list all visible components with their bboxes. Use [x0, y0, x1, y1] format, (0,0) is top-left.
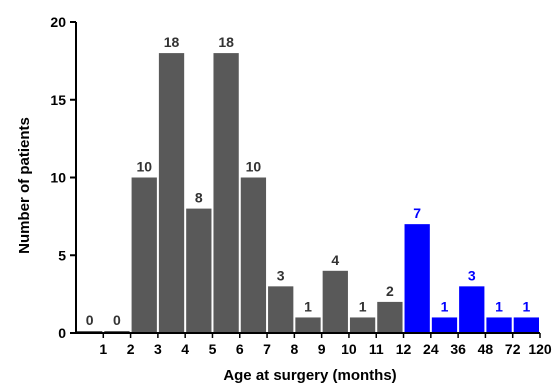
y-axis-title: Number of patients: [16, 117, 33, 254]
bar-3-4: [158, 53, 185, 333]
x-tick-label: 1: [99, 341, 107, 357]
x-tick-label: 9: [318, 341, 326, 357]
x-axis-title: Age at surgery (months): [223, 367, 396, 384]
x-tick-label: 72: [505, 341, 521, 357]
bars-group: [77, 53, 539, 333]
bar-value-label: 3: [468, 267, 476, 283]
bar-value-label: 18: [164, 34, 180, 50]
x-tick-label: 8: [290, 341, 298, 357]
x-tick-label: 48: [478, 341, 494, 357]
x-tick-label: 2: [127, 341, 135, 357]
x-tick-label: 7: [263, 341, 271, 357]
bar-9-10: [322, 270, 348, 333]
x-tick-label: 24: [423, 341, 439, 357]
bar-value-label: 3: [277, 267, 285, 283]
bar-value-label: 0: [113, 312, 121, 328]
bar-value-label: 1: [522, 298, 530, 314]
bar-value-label: 8: [195, 190, 203, 206]
x-tick-label: 6: [236, 341, 244, 357]
bar-10-11: [349, 317, 376, 333]
x-tick-label: 10: [341, 341, 357, 357]
bar-value-label: 10: [136, 159, 152, 175]
x-tick-label: 11: [369, 341, 384, 357]
bar-value-label: 18: [218, 34, 234, 50]
y-ticks-group: 0 5 10 15 20: [50, 14, 76, 341]
x-tick-label: 5: [209, 341, 217, 357]
bar-6-7: [240, 177, 267, 333]
bar-36-48: [459, 286, 485, 333]
x-tick-label: 120: [528, 341, 552, 357]
x-ticks-group: 1 2 3 4 5 6 7 8 9 10 11 12 24 36 48 72 120: [99, 333, 552, 357]
bar-value-label: 2: [386, 283, 394, 299]
bar-4-5: [186, 208, 212, 333]
bar-48-72: [486, 317, 512, 333]
x-tick-label: 4: [181, 341, 189, 357]
bar-2-3: [131, 177, 157, 333]
x-tick-label: 12: [396, 341, 412, 357]
bar-value-label: 1: [304, 298, 312, 314]
y-tick-label: 5: [58, 247, 66, 263]
x-tick-label: 3: [154, 341, 162, 357]
bar-8-9: [295, 317, 321, 333]
bar-11-12: [377, 301, 403, 333]
data-labels-group: 0 0 10 18 8 18 10 3 1 4 1 2 7 1 3 1 1: [86, 34, 531, 328]
y-tick-label: 20: [50, 14, 66, 30]
y-tick-label: 0: [58, 325, 66, 341]
x-tick-label: 36: [450, 341, 466, 357]
bar-5-6: [213, 53, 239, 333]
bar-value-label: 1: [441, 298, 449, 314]
bar-7-8: [268, 286, 294, 333]
bar-value-label: 7: [413, 205, 421, 221]
bar-72-120: [513, 317, 539, 333]
bar-value-label: 10: [246, 159, 262, 175]
bar-value-label: 4: [331, 252, 339, 268]
bar-value-label: 1: [495, 298, 503, 314]
y-tick-label: 15: [50, 92, 66, 108]
bar-value-label: 1: [359, 298, 367, 314]
y-tick-label: 10: [50, 170, 66, 186]
bar-value-label: 0: [86, 312, 94, 328]
bar-12-24: [404, 224, 430, 333]
bar-24-36: [431, 317, 458, 333]
